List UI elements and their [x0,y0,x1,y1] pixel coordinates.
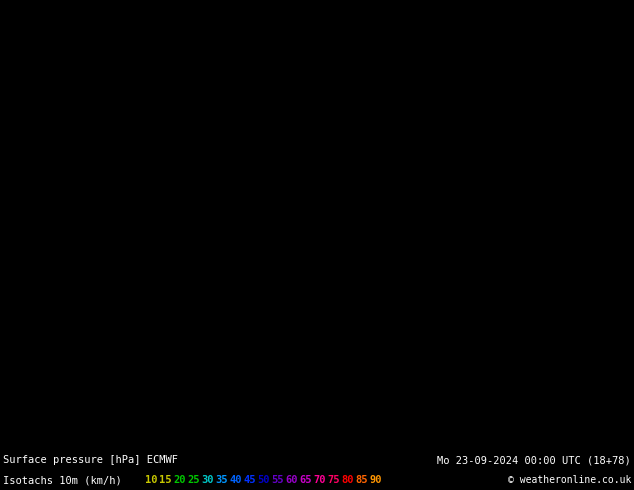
Text: 20: 20 [173,475,186,485]
Text: 60: 60 [285,475,297,485]
Text: 45: 45 [243,475,256,485]
Text: Isotachs 10m (km/h): Isotachs 10m (km/h) [3,475,122,485]
Text: 50: 50 [257,475,269,485]
Text: 65: 65 [299,475,311,485]
Text: 40: 40 [229,475,242,485]
Text: 70: 70 [313,475,325,485]
Text: 10: 10 [145,475,157,485]
Text: Surface pressure [hPa] ECMWF: Surface pressure [hPa] ECMWF [3,455,178,465]
Text: 55: 55 [271,475,283,485]
Text: 25: 25 [187,475,200,485]
Text: 75: 75 [327,475,339,485]
Text: 85: 85 [355,475,368,485]
Text: © weatheronline.co.uk: © weatheronline.co.uk [508,475,631,485]
Text: 15: 15 [159,475,172,485]
Text: 30: 30 [201,475,214,485]
Text: 80: 80 [341,475,354,485]
Text: 90: 90 [369,475,382,485]
Text: 35: 35 [215,475,228,485]
Text: cartopy required: cartopy required [259,217,375,231]
Text: Mo 23-09-2024 00:00 UTC (18+78): Mo 23-09-2024 00:00 UTC (18+78) [437,455,631,465]
